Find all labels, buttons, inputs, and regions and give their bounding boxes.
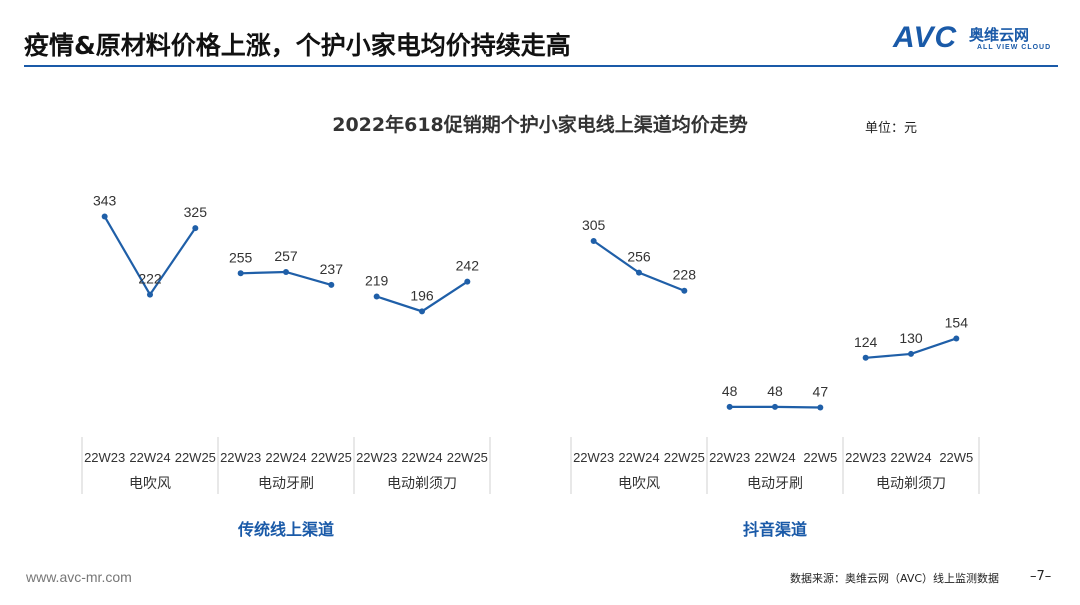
x-tick-label: 22W5 xyxy=(939,450,973,465)
x-tick-label: 22W25 xyxy=(311,450,352,465)
data-point xyxy=(771,403,778,410)
x-tick-label: 22W25 xyxy=(175,450,216,465)
data-point xyxy=(726,403,733,410)
panel-title: 抖音渠道 xyxy=(743,520,807,539)
x-tick-label: 22W23 xyxy=(84,450,125,465)
data-label: 154 xyxy=(945,314,969,330)
data-label: 124 xyxy=(854,334,878,350)
data-point xyxy=(862,354,869,361)
data-point xyxy=(635,269,642,276)
data-point xyxy=(282,269,289,275)
data-point xyxy=(373,293,380,300)
x-tick-label: 22W23 xyxy=(709,450,750,465)
data-point xyxy=(817,404,824,411)
data-label: 343 xyxy=(93,193,117,209)
header-divider xyxy=(24,65,1058,67)
data-label: 219 xyxy=(365,273,389,289)
x-tick-label: 22W24 xyxy=(265,450,306,465)
data-point xyxy=(907,350,914,357)
data-point xyxy=(146,291,153,298)
data-point xyxy=(590,238,597,245)
data-label: 257 xyxy=(274,248,298,264)
data-point xyxy=(681,287,688,294)
x-tick-label: 22W24 xyxy=(618,450,659,465)
category-label: 电吹风 xyxy=(618,476,660,492)
data-label: 325 xyxy=(184,204,208,220)
panel-title: 传统线上渠道 xyxy=(237,520,334,539)
data-point xyxy=(237,270,244,277)
data-label: 48 xyxy=(722,383,738,399)
x-tick-label: 22W23 xyxy=(356,450,397,465)
data-label: 305 xyxy=(582,217,606,233)
data-label: 130 xyxy=(899,330,923,346)
avc-logo: AVC 奥维云网 ALL VIEW CLOUD xyxy=(893,21,1063,60)
data-label: 47 xyxy=(813,383,829,399)
data-point xyxy=(418,308,425,315)
unit-label: 单位：元 xyxy=(865,121,918,136)
category-label: 电动牙刷 xyxy=(258,476,314,492)
x-tick-label: 22W23 xyxy=(220,450,261,465)
data-label: 228 xyxy=(673,267,697,283)
data-label: 255 xyxy=(229,249,253,265)
logo-text: AVC xyxy=(893,21,958,54)
data-label: 222 xyxy=(138,271,162,287)
data-label: 256 xyxy=(627,249,651,265)
data-label: 48 xyxy=(767,383,783,399)
x-tick-label: 22W23 xyxy=(573,450,614,465)
logo-cn-text: 奥维云网 xyxy=(969,26,1030,44)
page-number: –7– xyxy=(1030,569,1052,584)
x-tick-label: 22W24 xyxy=(754,450,795,465)
x-tick-label: 22W25 xyxy=(447,450,488,465)
data-label: 242 xyxy=(456,258,480,274)
x-tick-label: 22W24 xyxy=(129,450,170,465)
x-tick-label: 22W24 xyxy=(401,450,442,465)
logo-en-text: ALL VIEW CLOUD xyxy=(977,44,1052,51)
category-label: 电动剃须刀 xyxy=(387,476,457,492)
chart-title: 2022年618促销期个护小家电线上渠道均价走势 xyxy=(332,114,748,136)
x-tick-label: 22W25 xyxy=(664,450,705,465)
category-label: 电动牙刷 xyxy=(747,476,803,492)
data-point xyxy=(328,281,335,288)
data-point xyxy=(464,278,471,285)
data-point xyxy=(953,335,960,342)
x-tick-label: 22W24 xyxy=(890,450,931,465)
data-label: 196 xyxy=(410,287,434,303)
page-title: 疫情&原材料价格上涨，个护小家电均价持续走高 xyxy=(24,31,571,60)
footer-url: www.avc-mr.com xyxy=(26,569,132,585)
x-tick-label: 22W23 xyxy=(845,450,886,465)
x-tick-label: 22W5 xyxy=(803,450,837,465)
data-point xyxy=(101,213,108,220)
data-label: 237 xyxy=(320,261,344,277)
category-label: 电动剃须刀 xyxy=(876,476,946,492)
footer-source: 数据来源：奥维云网（AVC）线上监测数据 xyxy=(790,572,1000,585)
data-point xyxy=(192,225,199,232)
category-label: 电吹风 xyxy=(129,476,171,492)
